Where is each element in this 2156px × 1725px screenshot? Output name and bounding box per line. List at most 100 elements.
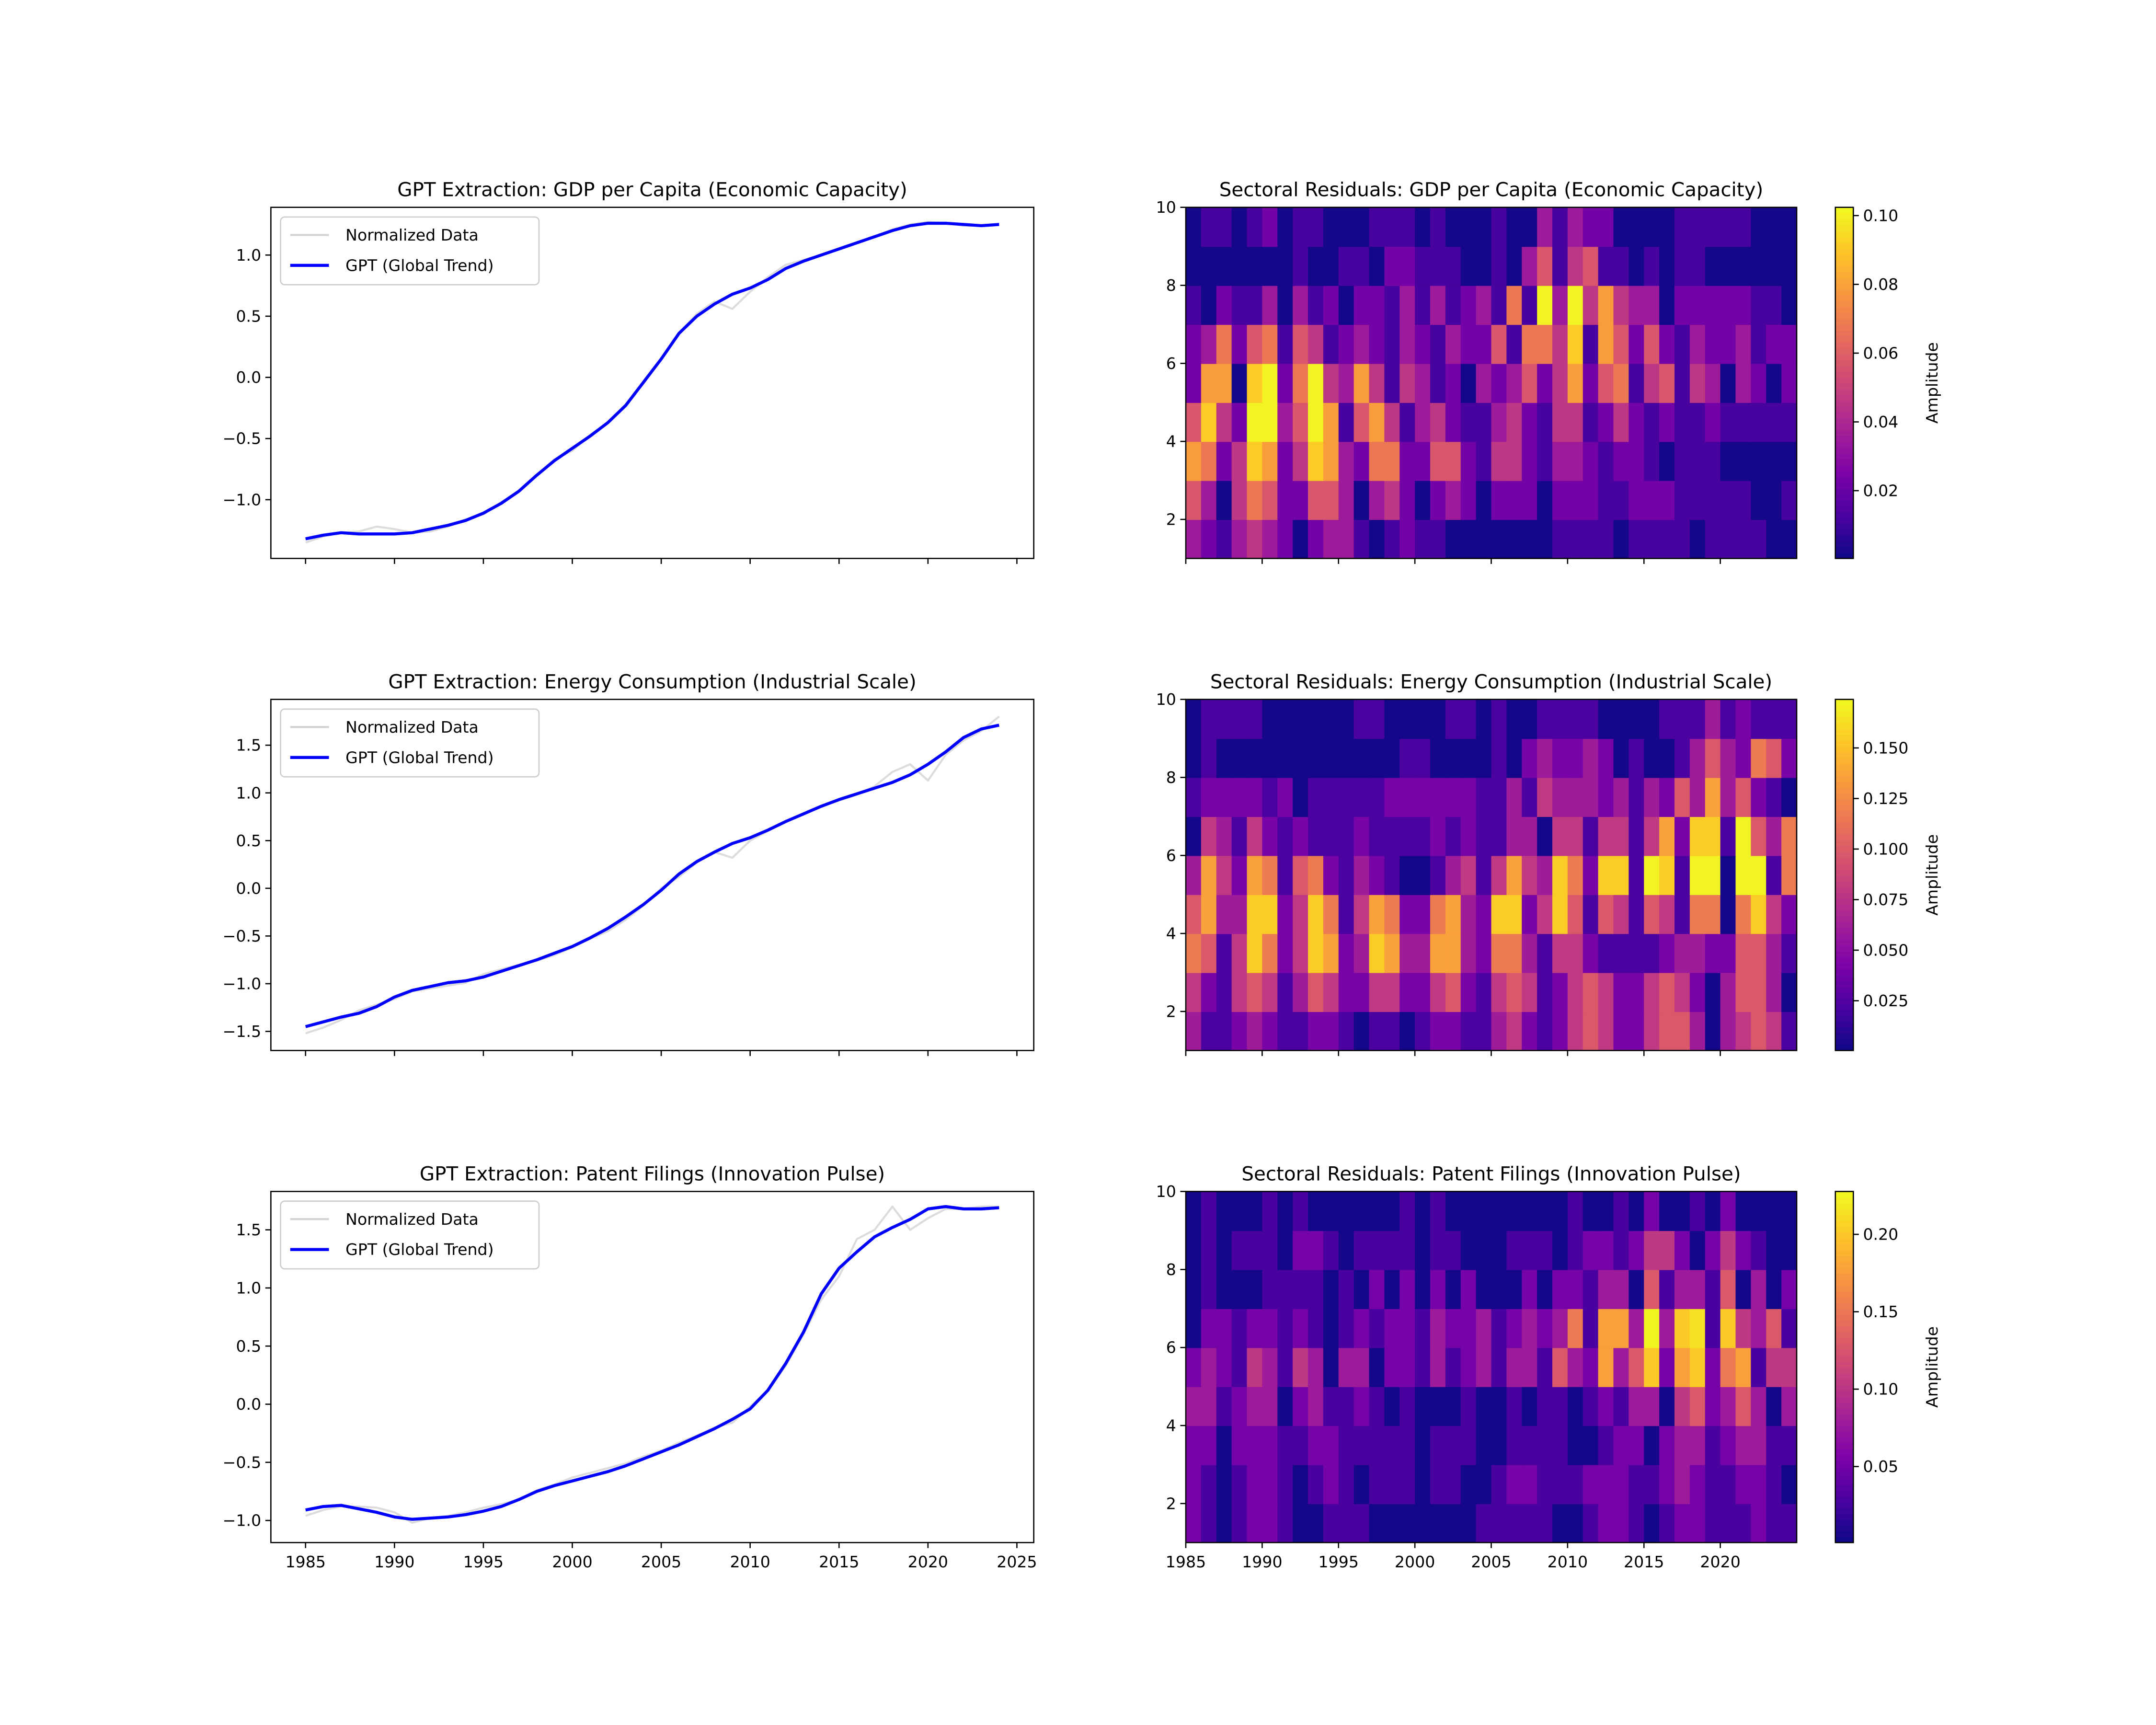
heatmap-cell [1476, 519, 1492, 559]
heatmap-cell [1522, 855, 1538, 895]
heatmap-cell [1659, 699, 1675, 739]
heatmap-cell [1201, 441, 1217, 481]
heatmap-cell [1598, 699, 1614, 739]
heatmap-cell [1705, 324, 1721, 364]
heatmap-cell [1735, 1269, 1752, 1309]
colorbar-tick-label: 0.100 [1863, 840, 1908, 858]
heatmap-cell [1231, 285, 1248, 325]
heatmap-cell [1567, 1386, 1583, 1426]
heatmap-cell [1231, 1011, 1248, 1051]
heatmap-cell [1308, 972, 1324, 1012]
heatmap-cell [1186, 1191, 1202, 1231]
heatmap-cell [1399, 699, 1416, 739]
heatmap-cell [1201, 363, 1217, 403]
heatmap-cell [1552, 480, 1569, 520]
heatmap-cell [1384, 816, 1400, 856]
heatmap-cell [1399, 324, 1416, 364]
heatmap-cell [1689, 855, 1706, 895]
heatmap-cell [1552, 1269, 1569, 1309]
colorbar-segment [1835, 1396, 1854, 1403]
heatmap-cell [1293, 777, 1309, 817]
heatmap-cell [1720, 933, 1736, 973]
heatmap-cell [1491, 1191, 1507, 1231]
heatmap-cell [1460, 1308, 1477, 1348]
colorbar-segment [1835, 723, 1854, 729]
heatmap-cell [1445, 519, 1461, 559]
heatmap-cell [1644, 1347, 1660, 1387]
heatmap-cell [1216, 972, 1232, 1012]
heatmap-cell [1415, 363, 1431, 403]
heatmap-cell [1308, 519, 1324, 559]
heatmap-cell [1720, 894, 1736, 934]
colorbar-segment [1835, 986, 1854, 993]
heatmap-cell [1598, 894, 1614, 934]
heatmap-cell [1323, 816, 1339, 856]
heatmap-cell [1476, 285, 1492, 325]
colorbar-segment [1835, 1431, 1854, 1438]
heatmap-cell [1522, 519, 1538, 559]
colorbar-segment [1835, 1501, 1854, 1508]
colorbar-segment [1835, 324, 1854, 331]
heatmap-cell [1705, 1011, 1721, 1051]
colorbar-segment [1835, 412, 1854, 419]
heatmap-cell [1598, 855, 1614, 895]
heatmap-cell [1293, 1308, 1309, 1348]
heatmap-cell [1613, 738, 1629, 778]
heatmap-cell [1705, 933, 1721, 973]
heatmap-cell [1445, 816, 1461, 856]
heatmap-cell [1262, 816, 1278, 856]
heatmap-cell [1277, 1230, 1294, 1270]
heatmap-cell [1308, 324, 1324, 364]
heatmap-cell [1369, 480, 1385, 520]
heatmap-cell [1766, 699, 1782, 739]
heatmap-cell [1323, 1230, 1339, 1270]
heatmap-cell [1522, 1191, 1538, 1231]
heatmap-cell [1216, 207, 1232, 247]
heatmap-cell [1659, 1464, 1675, 1504]
heatmap-cell [1201, 402, 1217, 442]
heatmap-cell [1369, 1386, 1385, 1426]
heatmap-cell [1247, 855, 1263, 895]
heatmap-cell [1659, 441, 1675, 481]
heatmap-cell [1353, 207, 1370, 247]
colorbar-segment [1835, 429, 1854, 437]
heatmap-cells [1186, 1191, 1798, 1543]
heatmap-cell [1430, 1191, 1446, 1231]
heatmap-cell [1323, 1503, 1339, 1543]
heatmap-cell [1583, 699, 1599, 739]
heatmap-cell [1674, 1191, 1691, 1231]
heatmap-cell [1460, 285, 1477, 325]
heatmap-cell [1277, 699, 1294, 739]
heatmap-cell [1445, 1425, 1461, 1465]
heatmap-cell [1781, 1386, 1798, 1426]
heatmap-cell [1186, 1464, 1202, 1504]
x-tick-label: 1985 [286, 1552, 326, 1571]
heatmap-cell [1308, 402, 1324, 442]
colorbar-frame [1835, 207, 1854, 559]
heatmap-cell [1781, 777, 1798, 817]
colorbar-segment [1835, 1337, 1854, 1345]
heatmap-cell [1262, 777, 1278, 817]
heatmap-cell [1659, 1503, 1675, 1543]
colorbar-segment [1835, 1379, 1854, 1385]
heatmap-cell [1384, 207, 1400, 247]
y-tick-label: −0.5 [223, 1453, 262, 1472]
heatmap-cell [1735, 816, 1752, 856]
heatmap-cell [1674, 816, 1691, 856]
heatmap-cell [1445, 363, 1461, 403]
heatmap-cell [1277, 1464, 1294, 1504]
heatmap-cell [1247, 285, 1263, 325]
heatmap-cell [1460, 933, 1477, 973]
colorbar-segment [1835, 1203, 1854, 1210]
heatmap-cell [1338, 402, 1354, 442]
x-tick-label: 2010 [1548, 1552, 1588, 1571]
heatmap-cell [1323, 972, 1339, 1012]
colorbar-segment [1835, 435, 1854, 442]
heatmap-cell [1399, 1308, 1416, 1348]
colorbar-segment [1835, 383, 1854, 390]
colorbar-segment [1835, 424, 1854, 430]
colorbar-segment [1835, 254, 1854, 261]
heatmap-panel: Sectoral Residuals: Energy Consumption (… [1156, 671, 1941, 1056]
heatmap-cell [1491, 246, 1507, 286]
heatmap-cell [1201, 1347, 1217, 1387]
